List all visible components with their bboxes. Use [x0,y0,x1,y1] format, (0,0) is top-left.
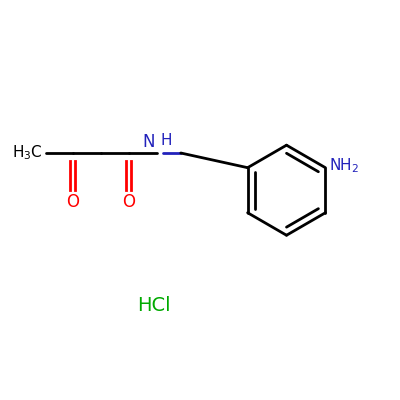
Text: O: O [66,193,79,211]
Text: H: H [161,133,172,148]
Text: H$_3$C: H$_3$C [12,144,42,162]
Text: HCl: HCl [137,296,170,315]
Text: N: N [142,133,155,151]
Text: NH$_2$: NH$_2$ [329,156,360,175]
Text: O: O [122,193,135,211]
